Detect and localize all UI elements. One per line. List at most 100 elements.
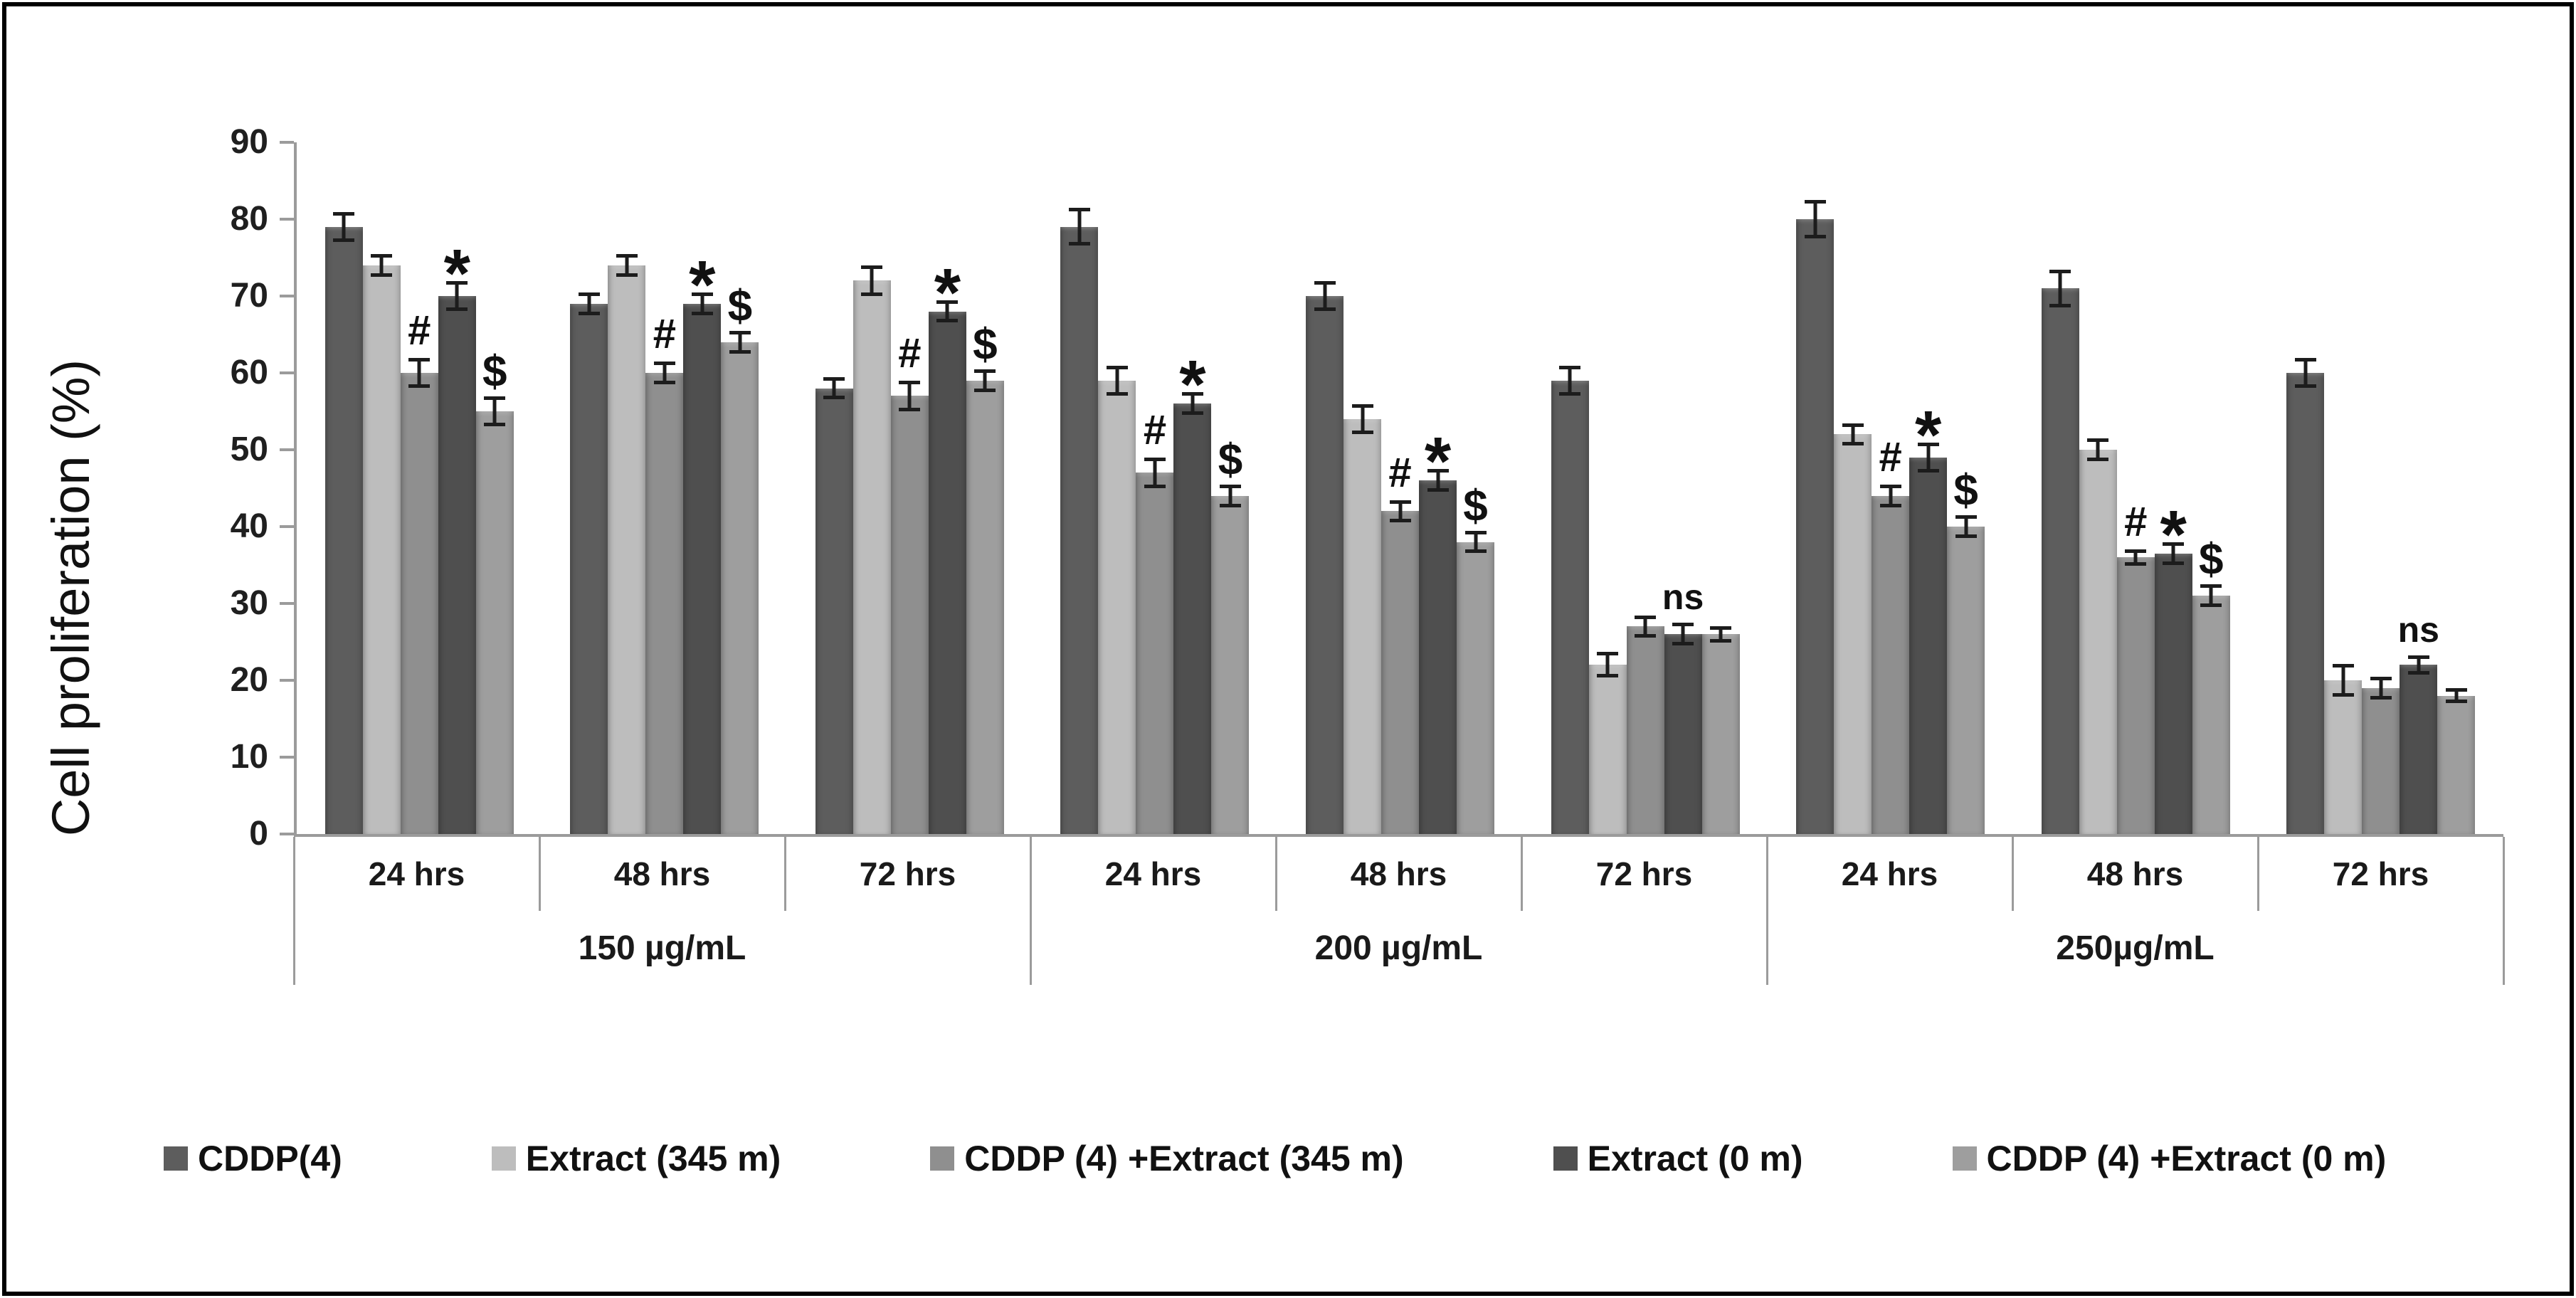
error-bar-cap-bottom [1219, 503, 1241, 507]
bar-slot: * [1909, 142, 1948, 834]
error-bar-cap-bottom [616, 273, 638, 277]
bar-CDDP-(4)-+Extract-(0-m) [2437, 695, 2476, 834]
error-bar-cap-top [333, 211, 355, 216]
significance-dollar: $ [727, 282, 753, 331]
error-bar-cap-bottom [861, 292, 883, 296]
y-tick-mark [280, 525, 294, 528]
time-label: 24 hrs [1104, 855, 1202, 892]
error-bar [1889, 488, 1893, 504]
bar-slot: $ [475, 142, 514, 834]
bar-Extract-(345-m) [2324, 680, 2363, 834]
time-separator [783, 837, 786, 911]
bar-slot [2041, 142, 2079, 834]
error-bar-cap-bottom [1842, 442, 1864, 446]
bar-slot: ns [2397, 142, 2439, 834]
error-bar-cap-top [899, 381, 921, 385]
y-tick-mark [280, 679, 294, 682]
bar-CDDP(4) [324, 226, 363, 834]
error-bar-cap-top [2087, 438, 2109, 443]
error-bar [2417, 658, 2421, 672]
bar-slot [324, 142, 363, 834]
y-tick-label: 20 [230, 661, 268, 699]
bar-Extract-(0-m) [1173, 403, 1212, 834]
bar-CDDP-(4)-+Extract-(0-m) [1701, 634, 1740, 834]
bar-slot: $ [1947, 142, 1985, 834]
bar-slot: # [400, 142, 438, 834]
error-bar [2209, 588, 2213, 603]
error-bar-cap-bottom [2200, 603, 2222, 607]
error-bar [1323, 284, 1327, 308]
error-bar-cap-bottom [2294, 384, 2316, 389]
error-bar-cap-top [1351, 403, 1373, 408]
error-bar-cap-top [1389, 500, 1411, 504]
bar-slot: * [1419, 142, 1457, 834]
legend-swatch-icon [1952, 1146, 1977, 1171]
bar-CDDP-(4)-+Extract-(345-m) [1872, 495, 1910, 834]
bar-slot [1626, 142, 1664, 834]
bar-slot [1060, 142, 1099, 834]
error-bar-cap-top [616, 254, 638, 258]
plot-area: 0 10 20 30 40 50 60 70 80 90 # * $ # * $ # * $ # * $ # * $ ns # * $… [231, 123, 2503, 853]
error-bar-cap-top [408, 357, 431, 362]
bar-Extract-(0-m) [1664, 634, 1702, 834]
bar-group-48hrs-4: # * $ [1277, 142, 1523, 834]
error-bar [2058, 273, 2062, 304]
error-bar-cap-top [446, 280, 468, 285]
error-bar-cap-bottom [1427, 488, 1449, 492]
error-bar-cap-top [2445, 688, 2467, 692]
bar-CDDP-(4)-+Extract-(345-m) [1136, 473, 1174, 834]
concentration-separator [1029, 837, 1032, 985]
significance-asterisk: * [2160, 496, 2187, 573]
bar-CDDP(4) [1306, 296, 1344, 834]
error-bar-cap-bottom [823, 396, 845, 400]
bar-slot [2324, 142, 2363, 834]
legend-item-3: Extract (0 m) [1553, 1138, 1803, 1179]
bar-Extract-(0-m) [928, 311, 966, 834]
bar-CDDP-(4)-+Extract-(0-m) [721, 342, 759, 834]
y-tick-label: 80 [230, 200, 268, 238]
error-bar-cap-bottom [653, 380, 675, 384]
error-bar [1813, 204, 1817, 235]
y-tick-label: 0 [249, 815, 268, 853]
bar-Extract-(0-m) [2154, 553, 2192, 834]
y-tick-mark [280, 141, 294, 144]
error-bar-cap-top [1314, 280, 1336, 285]
error-bar-cap-top [2370, 677, 2392, 680]
bar-CDDP-(4)-+Extract-(0-m) [2192, 596, 2230, 834]
bar-group-24hrs-0: # * $ [297, 142, 542, 834]
error-bar [587, 296, 591, 312]
error-bar [1681, 626, 1685, 642]
y-tick-mark [280, 371, 294, 374]
error-bar [2454, 692, 2459, 700]
significance-hash: # [1879, 434, 1902, 480]
error-bar-cap-bottom [1672, 642, 1694, 645]
error-bar [1474, 534, 1478, 550]
legend-item-1: Extract (345 m) [491, 1138, 781, 1179]
bar-CDDP-(4)-+Extract-(345-m) [400, 373, 438, 834]
error-bar-cap-top [1106, 365, 1128, 369]
significance-hash: # [1388, 449, 1412, 496]
error-bar-cap-bottom [974, 388, 996, 392]
error-bar [945, 303, 949, 320]
bar-group-72hrs-5: ns [1523, 142, 1768, 834]
error-bar-cap-bottom [1351, 431, 1373, 434]
bar-slot: * [683, 142, 722, 834]
y-tick-mark [280, 295, 294, 297]
bar-CDDP-(4)-+Extract-(345-m) [1626, 626, 1664, 834]
bar-Extract-(345-m) [1344, 418, 1382, 834]
time-label: 24 hrs [1841, 855, 1938, 892]
concentration-label: 250µg/mL [2056, 929, 2215, 967]
error-bar-cap-top [1144, 458, 1166, 462]
error-bar [1228, 488, 1232, 504]
significance-ns: ns [2397, 609, 2439, 650]
significance-dollar: $ [2198, 535, 2224, 585]
legend-item-4: CDDP (4) +Extract (0 m) [1952, 1138, 2386, 1179]
significance-ns: ns [1662, 577, 1704, 618]
error-bar-cap-bottom [446, 307, 468, 312]
bar-CDDP-(4)-+Extract-(0-m) [1457, 542, 1495, 834]
significance-hash: # [2124, 498, 2148, 545]
error-bar [907, 384, 912, 408]
error-bar-cap-top [1597, 652, 1619, 656]
bar-CDDP-(4)-+Extract-(0-m) [1211, 495, 1250, 834]
